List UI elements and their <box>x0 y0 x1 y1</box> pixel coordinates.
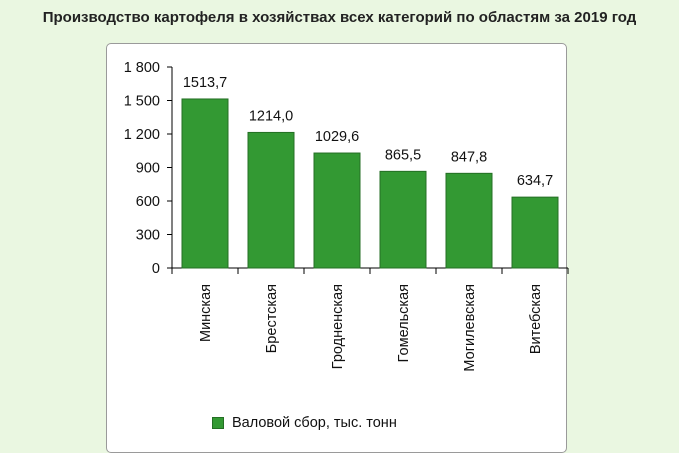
bar <box>247 131 295 269</box>
data-label: 1029,6 <box>315 129 359 145</box>
y-tick-label: 0 <box>152 261 160 277</box>
y-tick-label: 600 <box>136 194 160 210</box>
legend-swatch <box>212 417 224 429</box>
category-label: Гомельская <box>396 284 412 362</box>
y-tick-label: 1 800 <box>124 60 160 76</box>
chart-legend: Валовой сбор, тыс. тонн <box>212 412 397 434</box>
bar <box>445 172 493 269</box>
chart-title: Производство картофеля в хозяйствах всех… <box>42 9 637 26</box>
category-label: Минская <box>198 284 214 342</box>
bar <box>379 170 427 269</box>
y-tick-label: 1 200 <box>124 127 160 143</box>
y-tick-label: 900 <box>136 161 160 177</box>
category-label: Витебская <box>528 284 544 354</box>
data-label: 847,8 <box>451 149 487 165</box>
bar <box>313 152 361 269</box>
bar <box>511 196 559 269</box>
data-label: 1214,0 <box>249 108 293 124</box>
y-tick-label: 300 <box>136 228 160 244</box>
data-label: 634,7 <box>517 173 553 189</box>
data-label: 865,5 <box>385 147 421 163</box>
category-label: Брестская <box>264 284 280 353</box>
data-label: 1513,7 <box>183 75 227 91</box>
category-label: Гродненская <box>330 284 346 369</box>
category-label: Могилевская <box>462 284 478 372</box>
legend-label: Валовой сбор, тыс. тонн <box>232 415 397 431</box>
y-tick-label: 1 500 <box>124 94 160 110</box>
bar <box>181 98 229 269</box>
